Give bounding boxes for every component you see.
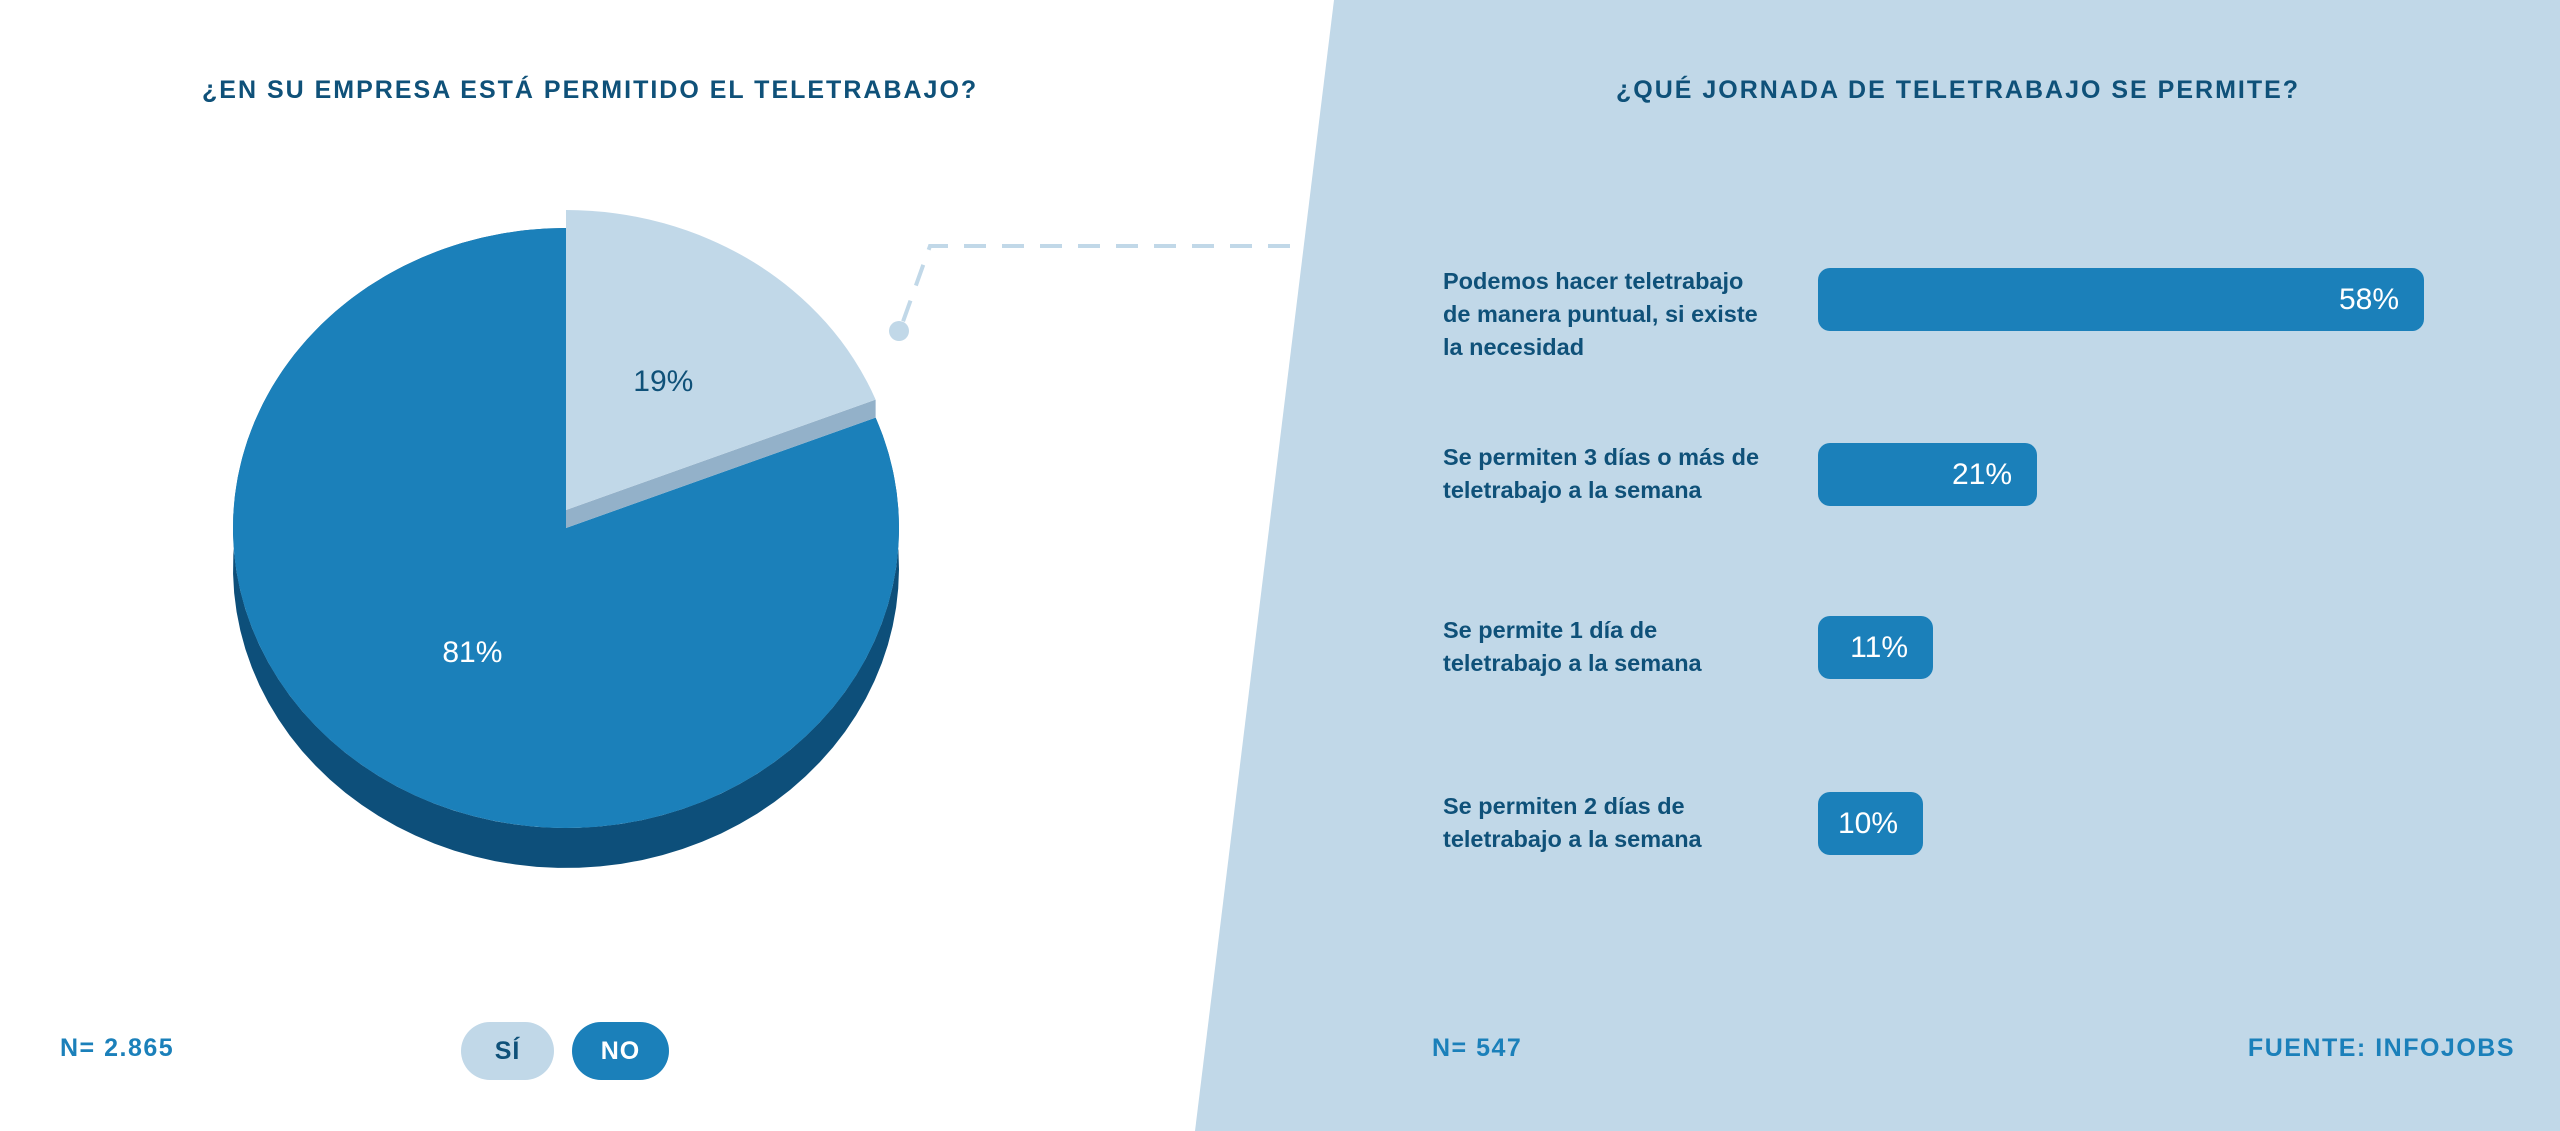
source-label: FUENTE: INFOJOBS bbox=[2247, 1034, 2515, 1062]
pie-slice-si-side bbox=[566, 399, 876, 528]
right-panel-background bbox=[1195, 0, 2560, 1131]
pie-label-no: 81% bbox=[442, 636, 502, 669]
right-sample-size: N= 547 bbox=[1432, 1034, 1523, 1062]
pie-chart: 19% 81% bbox=[232, 210, 899, 868]
callout-connector bbox=[889, 244, 1290, 341]
callout-dashed-line bbox=[898, 244, 1290, 331]
bar-value-label: 58% bbox=[2338, 283, 2399, 316]
bar-value-label: 21% bbox=[1951, 458, 2012, 491]
callout-dot bbox=[889, 321, 909, 341]
bar-mark bbox=[1818, 792, 1923, 855]
left-chart-title: ¿EN SU EMPRESA ESTÁ PERMITIDO EL TELETRA… bbox=[202, 76, 979, 104]
bar-mark bbox=[1818, 616, 1933, 679]
pie-slice-si bbox=[566, 210, 876, 510]
right-chart-title: ¿QUÉ JORNADA DE TELETRABAJO SE PERMITE? bbox=[1616, 76, 2301, 104]
bar-value-label: 11% bbox=[1850, 631, 1908, 664]
bar-category-label: Se permiten 3 días o más de teletrabajo … bbox=[1443, 444, 1760, 503]
legend-item-si: SÍ bbox=[461, 1022, 554, 1080]
pie-label-si: 19% bbox=[633, 365, 693, 398]
left-sample-size: N= 2.865 bbox=[60, 1034, 175, 1062]
legend-item-no: NO bbox=[572, 1022, 669, 1080]
bar-value-label: 10% bbox=[1837, 807, 1898, 840]
bar-category-label: Se permiten 2 días de teletrabajo a la s… bbox=[1443, 793, 1702, 852]
bar-category-label: Se permite 1 día de teletrabajo a la sem… bbox=[1443, 617, 1702, 676]
bar-mark bbox=[1818, 443, 2037, 506]
bar-mark bbox=[1818, 268, 2424, 331]
bar-category-label: Podemos hacer teletrabajo de manera punt… bbox=[1443, 268, 1758, 360]
